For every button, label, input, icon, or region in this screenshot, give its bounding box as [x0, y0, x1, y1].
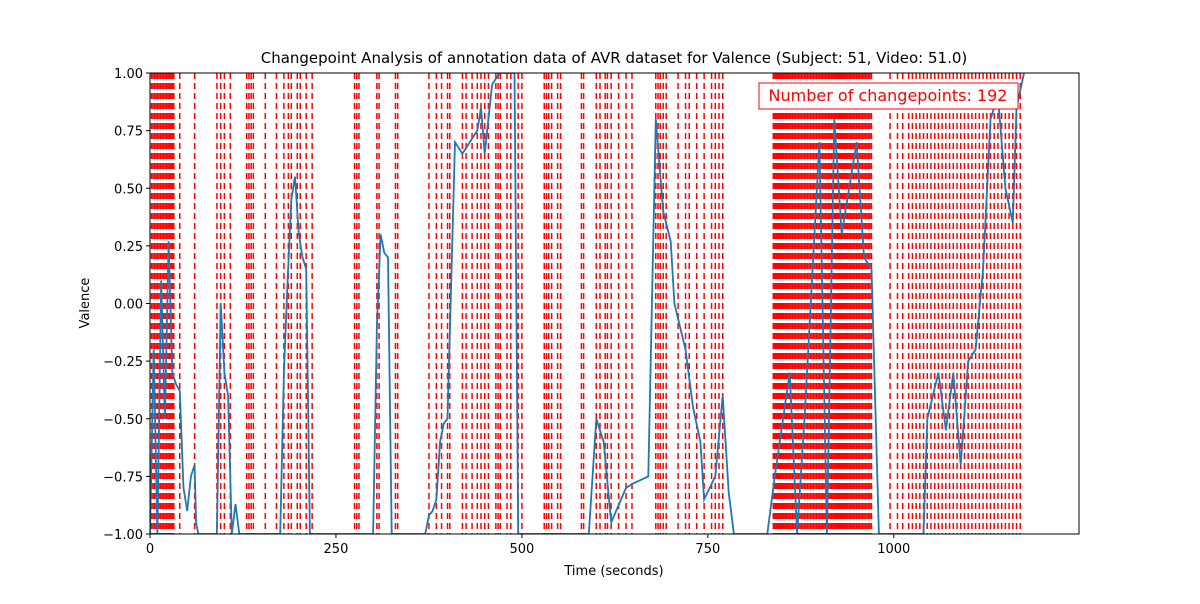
chart-title: Changepoint Analysis of annotation data …: [261, 49, 968, 67]
annotation: Number of changepoints: 192: [769, 86, 1008, 105]
y-tick-label: 0.25: [114, 240, 143, 255]
y-tick-label: 1.00: [114, 67, 143, 82]
series-line: [150, 73, 1025, 534]
y-tick-label: 0.50: [114, 182, 143, 197]
x-tick-label: 250: [324, 542, 349, 557]
x-tick-label: 0: [146, 542, 154, 557]
axes-frame: [149, 72, 1080, 535]
y-axis-label: Valence: [78, 278, 93, 329]
x-tick-label: 1000: [877, 542, 910, 557]
x-tick-label: 500: [509, 542, 534, 557]
y-tick-label: −0.50: [103, 413, 143, 428]
annotation-box: [758, 82, 1019, 110]
x-tick-label: 750: [695, 542, 720, 557]
y-tick-label: −0.75: [103, 470, 143, 485]
y-tick-label: −1.00: [103, 528, 143, 543]
y-tick-label: 0.75: [114, 125, 143, 140]
y-tick-label: 0.00: [114, 298, 143, 313]
y-tick-label: −0.25: [103, 355, 143, 370]
x-axis-label: Time (seconds): [563, 564, 663, 579]
